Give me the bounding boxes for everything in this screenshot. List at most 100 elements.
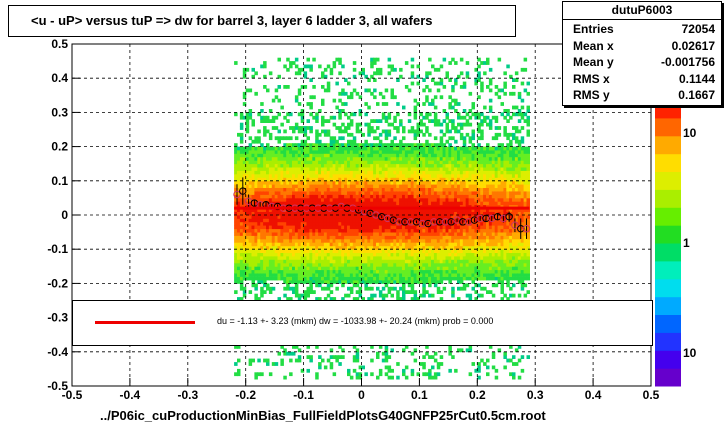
histogram-cell [454,129,458,134]
histogram-cell [407,235,412,240]
histogram-cell [468,139,473,144]
histogram-cell [442,197,447,202]
histogram-cell [459,136,464,141]
histogram-cell [323,170,328,175]
histogram-cell [500,259,504,264]
histogram-cell [445,112,449,117]
histogram-cell [390,276,394,281]
histogram-cell [378,290,383,294]
histogram-cell [254,177,258,182]
histogram-cell [280,208,284,212]
histogram-cell [393,167,397,171]
histogram-cell [349,174,354,178]
histogram-cell [451,221,455,226]
histogram-cell [465,256,470,260]
histogram-cell [239,208,244,212]
histogram-cell [338,115,342,120]
histogram-cell [483,150,487,154]
histogram-cell [254,194,258,199]
histogram-cell [326,252,331,257]
histogram-cell [462,262,467,267]
histogram-cell [260,280,264,284]
histogram-cell [266,286,270,291]
histogram-cell [428,232,432,236]
histogram-cell [457,129,461,134]
histogram-cell [361,156,365,161]
histogram-cell [335,273,339,277]
histogram-cell [387,163,392,168]
histogram-cell [451,187,455,192]
histogram-cell [312,57,316,62]
histogram-cell [439,153,444,158]
histogram-cell [260,256,264,260]
histogram-cell [309,238,313,243]
histogram-cell [390,269,394,274]
histogram-cell [486,266,490,271]
histogram-cell [474,225,478,230]
histogram-cell [451,245,455,250]
histogram-cell [410,368,415,373]
histogram-cell [402,266,406,271]
histogram-cell [242,170,247,175]
histogram-cell [358,95,363,100]
histogram-cell [439,238,444,243]
histogram-cell [459,177,464,182]
histogram-cell [321,129,325,134]
histogram-cell [436,259,441,264]
histogram-cell [381,187,386,192]
histogram-cell [289,191,293,195]
histogram-cell [448,180,452,185]
histogram-cell [277,146,281,151]
histogram-cell [416,266,420,271]
histogram-cell [370,259,374,264]
histogram-cell [451,256,455,260]
histogram-cell [364,221,368,226]
histogram-cell [315,115,319,120]
histogram-cell [384,345,389,349]
histogram-cell [483,273,487,277]
histogram-cell [376,232,380,236]
histogram-cell [271,126,276,130]
histogram-cell [407,167,412,171]
histogram-cell [358,262,363,267]
histogram-cell [416,74,420,79]
histogram-cell [439,221,444,226]
histogram-cell [263,163,267,168]
histogram-cell [355,256,360,260]
histogram-cell [390,180,394,185]
histogram-cell [321,197,325,202]
histogram-cell [428,249,432,253]
histogram-cell [465,194,470,199]
histogram-cell [245,129,250,134]
histogram-cell [326,221,331,226]
histogram-cell [396,249,400,253]
histogram-cell [297,262,302,267]
histogram-cell [419,259,423,264]
histogram-cell [329,238,334,243]
histogram-cell [268,242,273,247]
histogram-cell [361,276,365,281]
histogram-cell [384,184,389,188]
histogram-cell [483,232,487,236]
histogram-cell [338,126,342,130]
histogram-cell [494,191,499,195]
histogram-cell [266,269,270,274]
histogram-cell [384,262,389,267]
histogram-cell [329,290,334,294]
histogram-cell [237,358,241,363]
histogram-cell [294,262,299,267]
histogram-cell [300,259,305,264]
histogram-cell [404,167,409,171]
histogram-cell [376,215,380,219]
histogram-cell [332,252,337,257]
histogram-cell [387,259,392,264]
histogram-cell [303,228,308,233]
histogram-cell [381,280,386,284]
histogram-cell [494,160,499,165]
histogram-cell [361,242,365,247]
histogram-cell [283,249,287,253]
histogram-cell [404,201,409,206]
histogram-cell [445,139,449,144]
histogram-cell [436,269,441,274]
histogram-cell [468,163,473,168]
